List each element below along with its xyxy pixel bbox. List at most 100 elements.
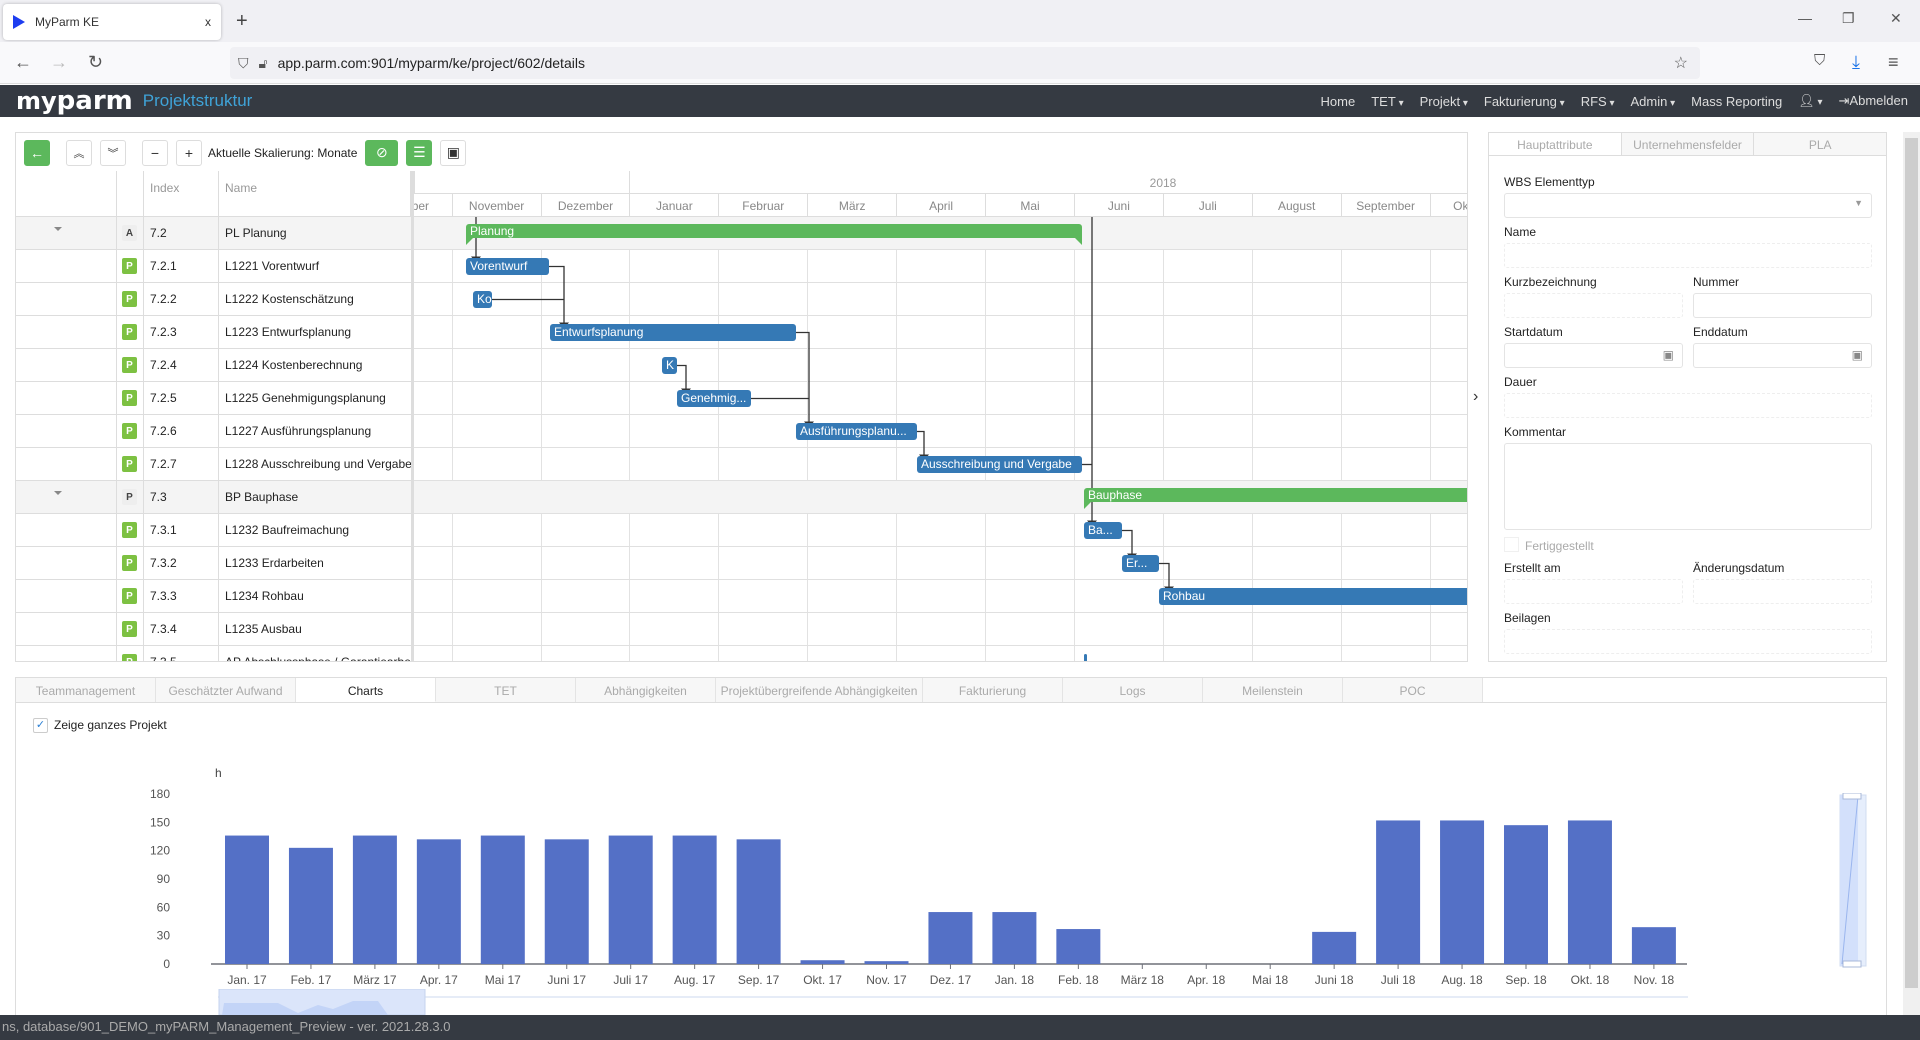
tab-abhängigkeiten[interactable]: Abhängigkeiten xyxy=(576,678,716,702)
wbs-row[interactable]: P 7.2.2 L1222 Kostenschätzung xyxy=(16,283,411,316)
done-checkbox[interactable] xyxy=(1504,537,1519,552)
url-bar[interactable]: ⛉ 🔓︎ app.parm.com:901/myparm/ke/project/… xyxy=(230,47,1700,79)
bar[interactable] xyxy=(1312,931,1357,964)
name-header[interactable]: Name xyxy=(219,171,411,217)
tab-pla[interactable]: PLA xyxy=(1753,133,1887,155)
pocket-icon[interactable]: ⛉ xyxy=(1814,52,1826,69)
nav-tet[interactable]: TET xyxy=(1371,94,1403,109)
bar[interactable] xyxy=(480,835,525,964)
collapse-all-button[interactable]: ︽ xyxy=(66,139,92,166)
browser-tab[interactable]: MyParm KE x xyxy=(3,4,221,40)
bar[interactable] xyxy=(416,839,461,964)
download-icon[interactable]: ⤓ xyxy=(1852,52,1860,72)
summary-bar[interactable]: Planung xyxy=(466,224,1082,245)
start-date-field[interactable]: ▣ xyxy=(1504,343,1683,368)
bar[interactable] xyxy=(1440,820,1485,964)
bar[interactable] xyxy=(1376,820,1421,964)
vertical-zoom-slider[interactable] xyxy=(1836,793,1870,968)
task-bar[interactable]: Ba... xyxy=(1084,522,1122,539)
new-tab-button[interactable]: + xyxy=(236,10,248,32)
wbs-row[interactable]: P 7.2.7 L1228 Ausschreibung und Vergabe xyxy=(16,448,411,481)
task-bar[interactable] xyxy=(1084,654,1087,661)
bar[interactable] xyxy=(288,847,333,964)
reload-icon[interactable]: ↻ xyxy=(88,52,104,72)
nav-fakturierung[interactable]: Fakturierung xyxy=(1484,94,1565,109)
task-bar[interactable]: Rohbau xyxy=(1159,588,1467,605)
tab-teammanagement[interactable]: Teammanagement xyxy=(16,678,156,702)
task-bar[interactable]: Genehmig... xyxy=(677,390,751,407)
name-field[interactable] xyxy=(1504,243,1872,268)
wbs-row[interactable]: P 7.2.1 L1221 Vorentwurf xyxy=(16,250,411,283)
task-bar[interactable]: K xyxy=(662,357,677,374)
attachments-field[interactable] xyxy=(1504,629,1872,654)
bar[interactable] xyxy=(736,839,781,964)
myparm-logo[interactable]: myparm xyxy=(16,86,133,116)
bar[interactable] xyxy=(608,835,653,964)
bar[interactable] xyxy=(864,961,909,964)
task-bar[interactable]: Entwurfsplanung xyxy=(550,324,796,341)
nav-mass-reporting[interactable]: Mass Reporting xyxy=(1691,93,1783,109)
scrollbar-thumb[interactable] xyxy=(1905,138,1918,988)
bookmark-star-icon[interactable]: ☆ xyxy=(1673,55,1688,72)
tab-hauptattribute[interactable]: Hauptattribute xyxy=(1489,133,1621,155)
tab-charts[interactable]: Charts xyxy=(296,678,436,702)
tab-fakturierung[interactable]: Fakturierung xyxy=(923,678,1063,702)
bar[interactable] xyxy=(225,835,269,964)
task-bar[interactable]: Ausschreibung und Vergabe xyxy=(917,456,1082,473)
tab-projektübergreifende-abhängigkeiten[interactable]: Projektübergreifende Abhängigkeiten xyxy=(716,678,923,702)
nav-rfs[interactable]: RFS xyxy=(1581,94,1615,109)
close-window-icon[interactable]: ✕ xyxy=(1890,10,1902,26)
user-menu-icon[interactable]: 👤︎ xyxy=(1798,93,1822,109)
task-bar[interactable]: Vorentwurf xyxy=(466,258,549,275)
bar[interactable] xyxy=(1504,825,1548,964)
caret-down-icon[interactable] xyxy=(54,227,62,231)
wbs-row[interactable]: P 7.3.4 L1235 Ausbau xyxy=(16,613,411,646)
bar[interactable] xyxy=(1567,820,1612,964)
nav-projekt[interactable]: Projekt xyxy=(1420,94,1468,109)
tab-poc[interactable]: POC xyxy=(1343,678,1483,702)
bar[interactable] xyxy=(992,912,1037,964)
back-button[interactable]: ← xyxy=(24,139,50,166)
wbs-row[interactable]: P 7.2.6 L1227 Ausführungsplanung xyxy=(16,415,411,448)
bar[interactable] xyxy=(352,835,397,964)
short-field[interactable] xyxy=(1504,293,1683,318)
show-whole-project-checkbox[interactable]: ✓ xyxy=(33,718,48,733)
forward-icon[interactable]: → xyxy=(50,52,68,72)
bar[interactable] xyxy=(800,960,845,964)
bar[interactable] xyxy=(672,835,717,964)
wbs-row[interactable]: P 7.3 BP Bauphase xyxy=(16,481,411,514)
duration-field[interactable] xyxy=(1504,393,1872,418)
tab-meilenstein[interactable]: Meilenstein xyxy=(1203,678,1343,702)
bar[interactable] xyxy=(1056,929,1101,964)
logout-link[interactable]: ⇥Abmelden xyxy=(1839,93,1908,109)
toggle-visibility-button[interactable]: ⊘ xyxy=(365,139,399,166)
bar[interactable] xyxy=(544,839,589,964)
tab-geschätzter-aufwand[interactable]: Geschätzter Aufwand xyxy=(156,678,296,702)
bar[interactable] xyxy=(928,912,973,964)
wbs-row[interactable]: P 7.3.1 L1232 Baufreimachung xyxy=(16,514,411,547)
wbs-row[interactable]: P 7.3.5 AP Abschlussphase / Garantiearbe xyxy=(16,646,411,661)
expand-all-button[interactable]: ︾ xyxy=(100,139,126,166)
index-header[interactable]: Index xyxy=(144,171,219,217)
restore-icon[interactable]: ❐ xyxy=(1842,10,1855,26)
task-bar[interactable]: Ko xyxy=(473,291,492,308)
wbs-row[interactable]: P 7.2.4 L1224 Kostenberechnung xyxy=(16,349,411,382)
calendar-icon[interactable]: ▣ xyxy=(1851,348,1863,362)
wbs-row[interactable]: A 7.2 PL Planung xyxy=(16,217,411,250)
caret-down-icon[interactable] xyxy=(54,491,62,495)
zoom-in-button[interactable]: + xyxy=(176,139,202,166)
chevron-right-icon[interactable]: › xyxy=(1473,388,1479,405)
wbs-type-select[interactable]: ▼ xyxy=(1504,193,1872,218)
wbs-row[interactable]: P 7.2.3 L1223 Entwurfsplanung xyxy=(16,316,411,349)
back-icon[interactable]: ← xyxy=(14,52,32,72)
task-bar[interactable]: Ausführungsplanu... xyxy=(796,423,917,440)
tab-logs[interactable]: Logs xyxy=(1063,678,1203,702)
tab-tet[interactable]: TET xyxy=(436,678,576,702)
end-date-field[interactable]: ▣ xyxy=(1693,343,1872,368)
tab-unternehmensfelder[interactable]: Unternehmensfelder xyxy=(1620,133,1754,155)
zoom-out-button[interactable]: − xyxy=(142,139,168,166)
horizontal-zoom-slider[interactable] xyxy=(218,989,1688,1015)
menu-icon[interactable]: ≡ xyxy=(1888,52,1899,72)
page-scrollbar[interactable] xyxy=(1903,132,1920,1015)
minimize-icon[interactable]: — xyxy=(1798,10,1812,26)
